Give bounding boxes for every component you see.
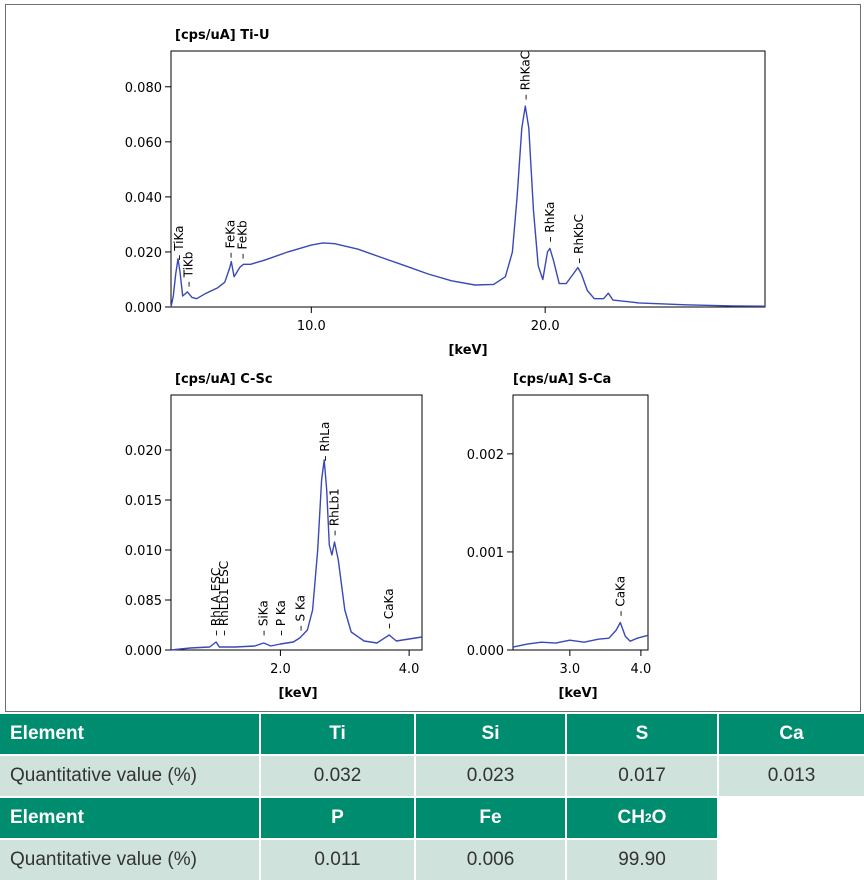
table2-header-element: Element bbox=[0, 798, 259, 838]
peak-label-c-sc-2: – SiKa bbox=[257, 600, 271, 636]
y-tick-label-s-ca-1: 0.001 bbox=[467, 546, 504, 561]
y-tick-label-ti-u-1: 0.020 bbox=[125, 246, 162, 261]
x-tick-label-c-sc-0: 2.0 bbox=[270, 662, 291, 677]
peak-label-c-sc-1: – RhLb1 ESC bbox=[217, 561, 231, 636]
plot-area-ti-u bbox=[170, 50, 766, 308]
peak-labels-s-ca: – CaKa bbox=[613, 576, 627, 617]
peak-label-ti-u-4: – RhKaC bbox=[518, 51, 532, 100]
table1-header-ca: Ca bbox=[719, 714, 864, 754]
x-tick-label-s-ca-1: 4.0 bbox=[631, 662, 652, 677]
ch2o-o: O bbox=[651, 807, 667, 828]
y-tick-label-c-sc-3: 0.015 bbox=[125, 494, 162, 509]
tick-group-c-sc: 0.000 0.085 0.010 0.015 0.020 2.0 4.0 bbox=[125, 444, 420, 677]
table1-header-element: Element bbox=[0, 714, 259, 754]
table2-value-p: 0.011 bbox=[261, 840, 414, 880]
peak-label-ti-u-3: – FeKb bbox=[235, 220, 249, 259]
spectrum-line-c-sc bbox=[170, 459, 423, 651]
peak-label-c-sc-5: – RhLa bbox=[318, 422, 332, 462]
peak-label-ti-u-0: – TiKa bbox=[172, 225, 186, 260]
peak-label-s-ca-0: – CaKa bbox=[613, 576, 627, 617]
chart-panel-frame bbox=[5, 4, 861, 712]
table1-header-si: Si bbox=[416, 714, 565, 754]
x-axis-label-c-sc: [keV] bbox=[278, 686, 317, 701]
spectrum-line-ti-u bbox=[170, 105, 766, 308]
peak-label-c-sc-3: – P Ka bbox=[274, 600, 288, 636]
y-tick-label-ti-u-3: 0.060 bbox=[125, 136, 162, 151]
spectrum-line-s-ca bbox=[512, 621, 649, 648]
y-tick-label-c-sc-2: 0.010 bbox=[125, 544, 162, 559]
plot-area-c-sc bbox=[170, 394, 423, 651]
x-tick-label-ti-u-1: 20.0 bbox=[531, 319, 560, 334]
peak-labels-c-sc: – RhLA ESC– RhLb1 ESC – SiKa – P Ka – S Ka –… bbox=[209, 422, 396, 636]
x-axis-label-ti-u: [keV] bbox=[448, 343, 487, 358]
table1-header-s: S bbox=[567, 714, 717, 754]
peak-label-c-sc-6: – RhLb1 bbox=[328, 488, 342, 536]
x-tick-label-c-sc-1: 4.0 bbox=[399, 662, 420, 677]
ch2o-ch: CH bbox=[617, 807, 645, 828]
x-tick-label-ti-u-0: 10.0 bbox=[297, 319, 326, 334]
chart-title-ti-u: [cps/uA] Ti-U bbox=[175, 28, 270, 43]
table2-header-p: P bbox=[261, 798, 414, 838]
table2-header-ch2o: CH 2 O bbox=[567, 798, 717, 838]
y-tick-label-s-ca-2: 0.002 bbox=[467, 448, 504, 463]
table2-value-ch2o: 99.90 bbox=[567, 840, 717, 880]
table1-value-ca: 0.013 bbox=[719, 756, 864, 796]
table1-value-si: 0.023 bbox=[416, 756, 565, 796]
peak-label-c-sc-7: – CaKa bbox=[382, 588, 396, 629]
ch2o-subscript: 2 bbox=[644, 811, 652, 825]
x-axis-label-s-ca: [keV] bbox=[558, 686, 597, 701]
peak-label-ti-u-1: – TiKb bbox=[182, 252, 196, 288]
peak-label-c-sc-4: – S Ka bbox=[293, 595, 307, 631]
table1-header-ti: Ti bbox=[261, 714, 414, 754]
y-tick-label-ti-u-0: 0.000 bbox=[125, 301, 162, 316]
peak-labels-ti-u: – TiKa– TiKb – FeKa– FeKb – RhKaC – RhKa – R… bbox=[172, 51, 586, 287]
chart-title-c-sc: [cps/uA] C-Sc bbox=[175, 372, 273, 387]
spectra-charts: [cps/uA] Ti-U 0.000 0.020 0.040 0.060 0.080 1… bbox=[125, 28, 766, 701]
table2-row-label: Quantitative value (%) bbox=[0, 840, 259, 880]
table1-row-label: Quantitative value (%) bbox=[0, 756, 259, 796]
plot-area-s-ca bbox=[512, 394, 649, 651]
chart-c-sc: [cps/uA] C-Sc 0.000 0.085 0.010 0.015 0.020 2… bbox=[125, 372, 423, 701]
tick-group-ti-u: 0.000 0.020 0.040 0.060 0.080 10.0 20.0 bbox=[125, 81, 560, 334]
table1-value-ti: 0.032 bbox=[261, 756, 414, 796]
y-tick-label-s-ca-0: 0.000 bbox=[467, 644, 504, 659]
table2-value-fe: 0.006 bbox=[416, 840, 565, 880]
chart-s-ca: [cps/uA] S-Ca 0.000 0.001 0.002 3.0 4.0 – Ca… bbox=[467, 372, 651, 701]
peak-label-ti-u-2: – FeKa bbox=[224, 220, 238, 258]
table1-value-s: 0.017 bbox=[567, 756, 717, 796]
tick-group-s-ca: 0.000 0.001 0.002 3.0 4.0 bbox=[467, 448, 651, 677]
chart-ti-u: [cps/uA] Ti-U 0.000 0.020 0.040 0.060 0.080 1… bbox=[125, 28, 766, 358]
table2-header-fe: Fe bbox=[416, 798, 565, 838]
y-tick-label-c-sc-1: 0.085 bbox=[125, 594, 162, 609]
y-tick-label-ti-u-4: 0.080 bbox=[125, 81, 162, 96]
y-tick-label-c-sc-4: 0.020 bbox=[125, 444, 162, 459]
y-tick-label-c-sc-0: 0.000 bbox=[125, 644, 162, 659]
peak-label-ti-u-6: – RhKbC bbox=[572, 214, 586, 264]
peak-label-ti-u-5: – RhKa bbox=[543, 202, 557, 243]
chart-title-s-ca: [cps/uA] S-Ca bbox=[513, 372, 611, 387]
peak-label-c-sc-0: – RhLA ESC bbox=[209, 568, 223, 636]
y-tick-label-ti-u-2: 0.040 bbox=[125, 191, 162, 206]
x-tick-label-s-ca-0: 3.0 bbox=[559, 662, 580, 677]
